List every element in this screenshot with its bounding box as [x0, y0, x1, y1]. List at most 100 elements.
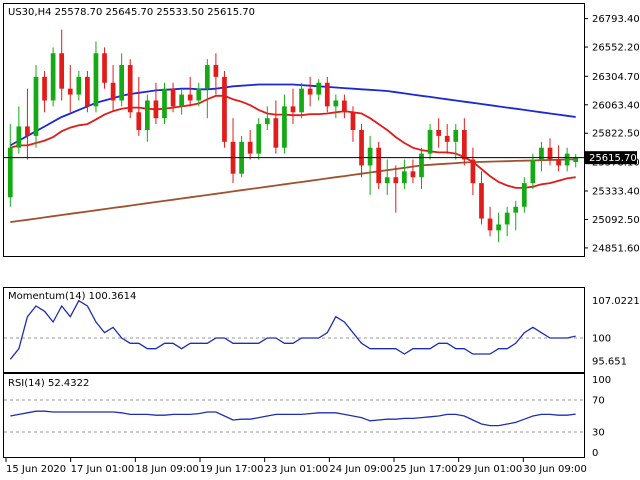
candle-body — [427, 130, 433, 154]
mid-ma-line — [9, 83, 576, 147]
candle-body — [67, 88, 73, 95]
candle-body — [402, 171, 407, 184]
candle-body — [461, 130, 467, 160]
rsi-axis: 100 70 30 0 — [4, 375, 611, 459]
candle-body — [342, 100, 347, 113]
current-price-marker — [585, 151, 637, 165]
candle-body — [307, 88, 313, 95]
time-tick-label: 24 Jun 09:00 — [329, 464, 393, 475]
candle-body — [539, 147, 544, 160]
candle-body — [222, 76, 227, 142]
rsi-tick-label: 30 — [592, 428, 605, 439]
candle-body — [453, 130, 459, 142]
candle-body — [136, 112, 142, 130]
candle-body — [384, 177, 390, 184]
price-tick-label: 26793.40 — [592, 14, 640, 25]
candle-body — [350, 112, 356, 130]
time-tick-label: 30 Jun 09:00 — [523, 464, 587, 475]
candle-body — [496, 224, 501, 231]
price-tick-label: 26063.40 — [592, 100, 640, 111]
time-tick-label: 15 Jun 2020 — [6, 464, 66, 475]
candle-body — [547, 147, 553, 160]
momentum-tick-label: 95.651 — [592, 357, 627, 368]
candle-body — [290, 106, 296, 113]
candle-body — [410, 171, 416, 178]
price-tick-label: 25092.50 — [592, 215, 640, 226]
candle-body — [359, 130, 364, 166]
candle-body — [419, 153, 424, 178]
candle-body — [162, 88, 167, 119]
candle-body — [470, 159, 476, 184]
price-tick-label: 26552.20 — [592, 43, 640, 54]
candle-body — [479, 183, 484, 219]
candle-body — [436, 130, 441, 136]
rsi-tick-label: 100 — [592, 375, 611, 386]
candle-body — [25, 126, 30, 136]
price-tick-label: 25333.40 — [592, 187, 640, 198]
candle-body — [204, 65, 210, 89]
candle-body — [264, 118, 270, 125]
candle-body — [76, 76, 82, 95]
rsi-panel[interactable] — [3, 373, 585, 458]
price-tick-label: 25822.50 — [592, 129, 640, 140]
time-tick-label: 23 Jun 01:00 — [265, 464, 329, 475]
candle-body — [376, 147, 382, 184]
candle-body — [102, 53, 107, 83]
time-tick-label: 17 Jun 01:00 — [71, 464, 135, 475]
candle-body — [33, 76, 39, 136]
symbol-header: US30,H4 25578.70 25645.70 25533.50 25615… — [8, 7, 255, 18]
candle-body — [530, 159, 536, 184]
candle-body — [145, 100, 150, 130]
candle-body — [7, 147, 13, 198]
rsi-line — [10, 410, 576, 427]
candle-body — [110, 82, 116, 101]
candlesticks — [7, 29, 579, 243]
candle-body — [573, 157, 579, 163]
momentum-tick-label: 100 — [592, 334, 611, 345]
candle-body — [504, 212, 510, 225]
candle-body — [127, 65, 133, 113]
candle-body — [153, 100, 159, 119]
candle-body — [170, 88, 176, 107]
time-tick-label: 18 Jun 09:00 — [135, 464, 199, 475]
candle-body — [59, 53, 65, 89]
candle-body — [247, 141, 253, 154]
candle-body — [273, 118, 279, 148]
slow-ma-line — [10, 158, 576, 223]
price-tick-label: 24851.60 — [592, 243, 640, 254]
candle-body — [42, 76, 47, 101]
candle-body — [487, 218, 493, 231]
rsi-tick-label: 0 — [592, 448, 598, 459]
candle-body — [196, 88, 202, 101]
momentum-tick-label: 107.0221 — [592, 296, 640, 307]
candle-body — [179, 94, 184, 107]
price-axis: 26793.40 26552.20 26304.70 26063.40 25822.50… — [584, 14, 640, 254]
momentum-label: Momentum(14) 100.3614 — [8, 291, 136, 302]
candle-body — [119, 65, 125, 101]
candle-body — [93, 53, 99, 107]
candle-body — [367, 147, 373, 166]
rsi-tick-label: 70 — [592, 396, 605, 407]
candle-body — [564, 153, 570, 166]
candle-body — [85, 76, 90, 107]
current-price-label: 25615.70 — [589, 153, 637, 164]
candle-body — [513, 206, 519, 213]
candle-body — [521, 183, 527, 207]
candle-body — [556, 159, 561, 166]
candle-body — [187, 94, 193, 101]
price-panel[interactable] — [3, 3, 585, 257]
time-tick-label: 19 Jun 17:00 — [200, 464, 264, 475]
candle-body — [50, 53, 56, 101]
rsi-label: RSI(14) 52.4322 — [8, 378, 89, 389]
candle-body — [282, 106, 287, 148]
price-tick-label: 26304.70 — [592, 72, 640, 83]
candle-body — [333, 100, 339, 107]
candle-body — [256, 124, 262, 154]
candle-body — [16, 126, 22, 148]
time-tick-label: 25 Jun 17:00 — [394, 464, 458, 475]
momentum-panel[interactable] — [3, 287, 585, 373]
candle-body — [444, 135, 450, 142]
candle-body — [393, 177, 399, 184]
momentum-axis: 107.0221 100 95.651 — [4, 296, 640, 368]
